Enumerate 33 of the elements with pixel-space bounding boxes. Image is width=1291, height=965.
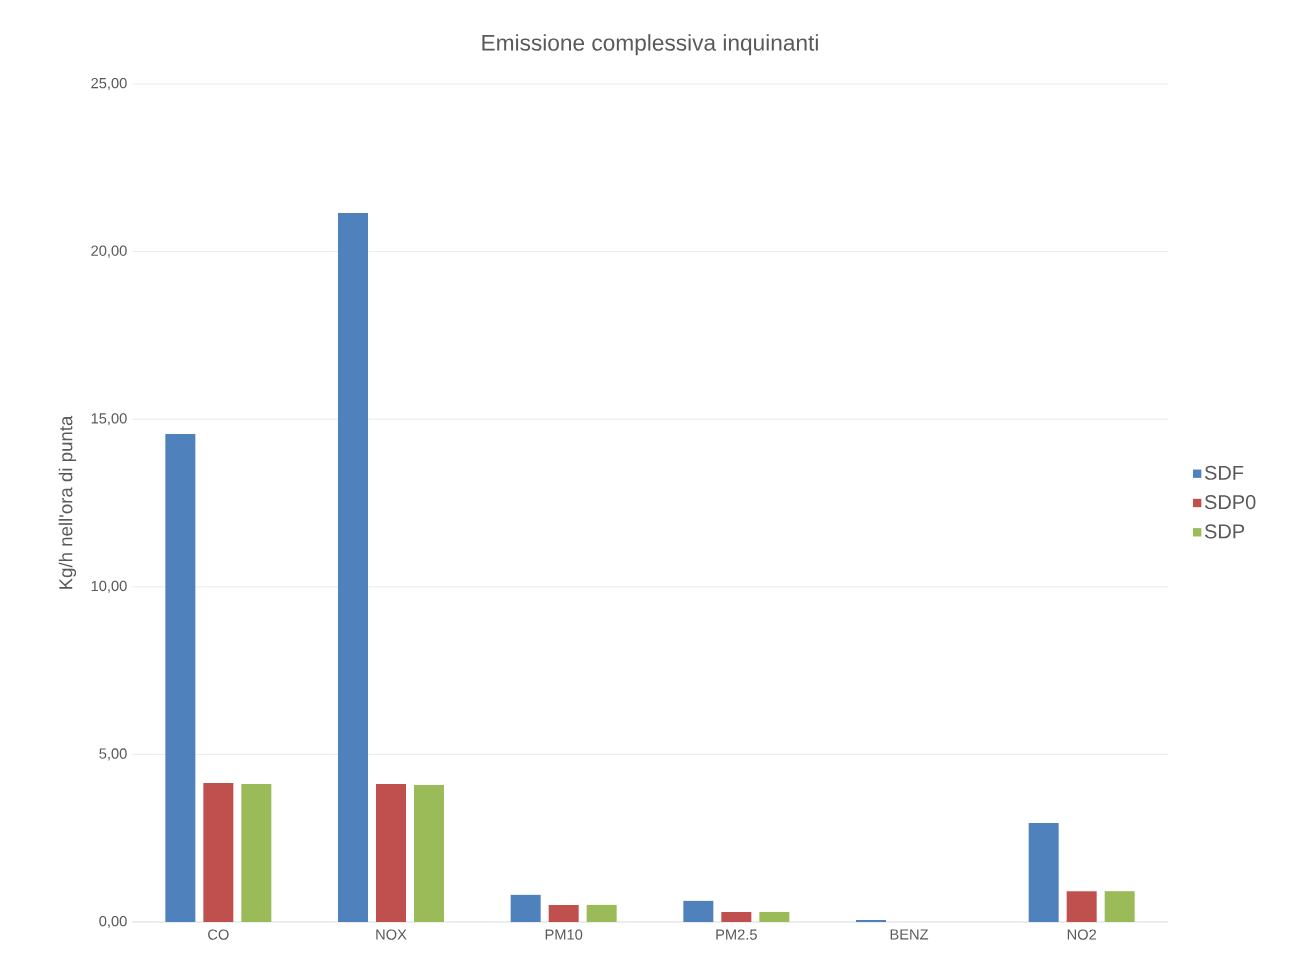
bar bbox=[1028, 823, 1059, 922]
x-tick-label: CO bbox=[208, 929, 229, 940]
legend-label: SDF bbox=[1204, 465, 1244, 480]
bar bbox=[721, 911, 752, 922]
y-tick-label: 15,00 bbox=[91, 413, 127, 426]
bar bbox=[759, 911, 790, 922]
y-tick-label: 10,00 bbox=[91, 580, 127, 593]
bar bbox=[414, 784, 445, 922]
legend-label: SDP bbox=[1204, 524, 1245, 539]
bar bbox=[683, 900, 714, 922]
x-tick-label: PM2.5 bbox=[716, 929, 757, 940]
bar bbox=[241, 783, 272, 922]
bar bbox=[1066, 891, 1097, 922]
x-tick-label: PM10 bbox=[545, 929, 583, 940]
bar bbox=[548, 904, 579, 922]
y-tick-label: 20,00 bbox=[91, 245, 127, 258]
legend-label: SDP0 bbox=[1204, 495, 1256, 510]
bar bbox=[586, 904, 617, 922]
x-tick-label: BENZ bbox=[890, 929, 929, 940]
bar bbox=[510, 894, 541, 922]
y-axis-title: Kg/h nell'ora di punta bbox=[58, 415, 77, 589]
bar bbox=[376, 783, 407, 922]
x-tick-label: NO2 bbox=[1067, 929, 1097, 940]
bar bbox=[338, 213, 369, 922]
x-tick-label: NOX bbox=[376, 929, 407, 940]
bar bbox=[203, 782, 234, 922]
chart-title: Emissione complessiva inquinanti bbox=[482, 34, 818, 56]
bar bbox=[1104, 891, 1135, 922]
bar bbox=[856, 919, 887, 922]
y-tick-label: 0,00 bbox=[99, 915, 127, 929]
bar bbox=[165, 433, 196, 922]
y-tick-label: 25,00 bbox=[91, 77, 127, 91]
y-tick-label: 5,00 bbox=[99, 748, 127, 761]
